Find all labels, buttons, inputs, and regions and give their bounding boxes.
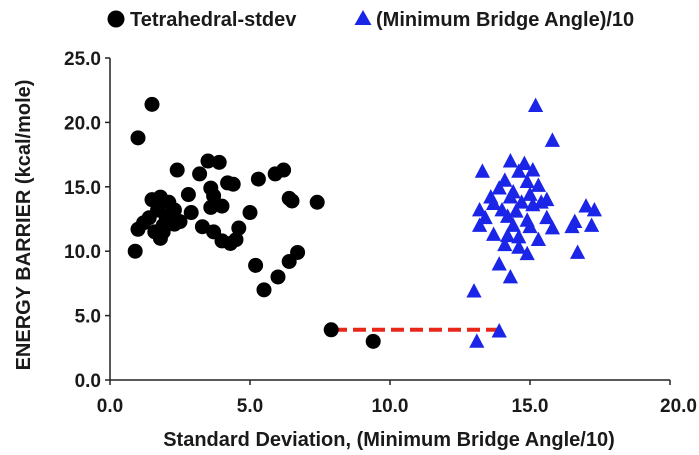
legend-label-tetrahedral: Tetrahedral-stdev <box>130 9 297 31</box>
data-point-triangle <box>530 177 546 192</box>
data-point-triangle <box>502 189 518 204</box>
data-point-circle <box>203 199 219 215</box>
data-point-circle <box>214 198 230 214</box>
data-point-triangle <box>497 236 513 252</box>
data-point-triangle <box>500 208 516 223</box>
data-point-circle <box>211 154 227 170</box>
series-minimum-bridge-angle <box>466 97 602 348</box>
x-tick-label: 0.0 <box>97 396 123 417</box>
data-point-triangle <box>486 195 502 210</box>
data-point-triangle <box>497 172 513 187</box>
data-point-circle <box>152 230 168 246</box>
data-point-circle <box>166 216 182 232</box>
legend-marker-triangle <box>354 10 372 25</box>
data-point-triangle <box>544 132 560 147</box>
data-point-circle <box>206 188 222 204</box>
y-tick-label: 10.0 <box>64 242 101 263</box>
data-point-circle <box>130 221 146 237</box>
data-point-circle <box>250 171 266 187</box>
data-point-circle <box>194 219 210 235</box>
data-point-circle <box>309 194 325 210</box>
data-point-triangle <box>519 245 535 261</box>
data-point-triangle <box>502 153 518 168</box>
legend: Tetrahedral-stdev (Minimum Bridge Angle)… <box>107 9 634 31</box>
data-point-triangle <box>472 217 488 232</box>
data-point-triangle <box>486 226 502 241</box>
y-tick-label: 0.0 <box>75 371 101 392</box>
data-point-triangle <box>525 162 541 177</box>
data-point-circle <box>323 322 339 338</box>
data-point-triangle <box>514 194 530 209</box>
data-point-circle <box>200 153 216 169</box>
y-axis-title: ENERGY BARRIER (kcal/mole) <box>13 80 35 371</box>
data-point-triangle <box>502 268 518 284</box>
legend-marker-circle <box>107 10 125 28</box>
data-point-triangle <box>466 283 482 298</box>
data-point-triangle <box>519 173 535 189</box>
data-point-circle <box>169 162 185 178</box>
data-point-circle <box>270 269 286 285</box>
data-point-triangle <box>469 333 485 348</box>
data-point-triangle <box>505 217 521 232</box>
data-point-triangle <box>584 217 600 232</box>
data-point-circle <box>192 166 208 182</box>
data-point-triangle <box>472 201 488 217</box>
data-point-circle <box>130 130 146 146</box>
y-tick-label: 5.0 <box>75 307 101 328</box>
y-tick-label: 25.0 <box>64 49 101 70</box>
x-tick-label: 15.0 <box>512 396 549 417</box>
data-point-triangle <box>533 194 549 209</box>
data-point-triangle <box>516 155 532 171</box>
data-point-circle <box>281 254 297 270</box>
data-point-triangle <box>491 256 507 271</box>
legend-label-bridge-angle: (Minimum Bridge Angle)/10 <box>376 9 634 31</box>
data-point-triangle <box>586 201 602 217</box>
data-point-triangle <box>511 163 527 178</box>
data-point-circle <box>144 96 160 112</box>
y-tick-label: 20.0 <box>64 113 101 134</box>
data-point-triangle <box>474 163 490 178</box>
data-point-circle <box>231 220 247 236</box>
data-point-circle <box>180 187 196 203</box>
data-point-circle <box>242 205 258 221</box>
data-point-triangle <box>511 229 527 244</box>
data-point-circle <box>256 282 272 298</box>
x-tick-label: 10.0 <box>372 396 409 417</box>
data-point-triangle <box>544 220 560 235</box>
data-point-triangle <box>477 209 493 225</box>
data-point-circle <box>267 166 283 182</box>
data-point-circle <box>225 176 241 192</box>
x-axis-ticks: 0.0 5.0 10.0 15.0 20.0 <box>97 380 697 417</box>
data-point-triangle <box>500 227 516 243</box>
data-point-triangle <box>491 323 507 338</box>
series-tetrahedral-stdev <box>127 96 381 349</box>
data-point-triangle <box>539 209 555 225</box>
data-point-triangle <box>508 203 524 218</box>
data-point-circle <box>183 205 199 221</box>
data-point-triangle <box>511 239 527 254</box>
data-point-circle <box>228 232 244 248</box>
data-point-triangle <box>578 198 594 213</box>
data-point-triangle <box>530 231 546 247</box>
x-tick-label: 20.0 <box>660 396 697 417</box>
data-point-triangle <box>528 97 544 113</box>
y-tick-label: 15.0 <box>64 178 101 199</box>
data-point-circle <box>127 243 143 259</box>
data-point-triangle <box>522 186 538 201</box>
y-axis-ticks: 0.0 5.0 10.0 15.0 20.0 25.0 <box>64 49 110 392</box>
data-point-triangle <box>522 218 538 234</box>
data-point-circle <box>248 257 264 273</box>
data-point-circle <box>284 193 300 209</box>
x-axis-title: Standard Deviation, (Minimum Bridge Angl… <box>163 429 615 451</box>
data-point-circle <box>365 333 381 349</box>
x-tick-label: 5.0 <box>237 396 263 417</box>
data-point-triangle <box>491 180 507 195</box>
data-point-triangle <box>570 244 586 259</box>
data-point-triangle <box>564 218 580 234</box>
